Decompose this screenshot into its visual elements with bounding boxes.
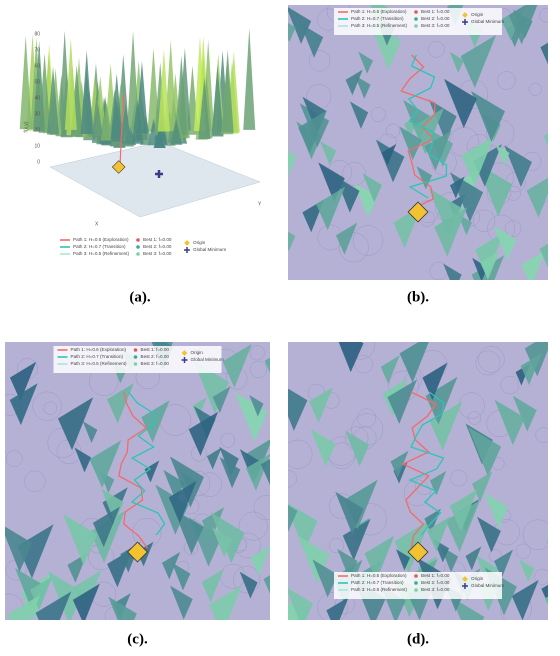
- legend-label: Global Minimum: [471, 19, 504, 24]
- legend-label: Best 3: f=0.00: [141, 361, 170, 366]
- surface-spike: [547, 530, 560, 559]
- legend-label: Path 2: H=0.7 (Transition): [351, 580, 404, 585]
- legend-label: Best 2: f=0.00: [143, 244, 172, 249]
- legend-label: Path 2: H=0.7 (Transition): [71, 354, 124, 359]
- legend-label: Best 2: f=0.00: [421, 16, 450, 21]
- legend-dot: [414, 24, 418, 28]
- legend-dot: [136, 238, 140, 242]
- legend-dot: [134, 348, 138, 352]
- legend-label: Best 1: f=0.00: [421, 9, 450, 14]
- legend-label: Best 2: f=0.00: [421, 580, 450, 585]
- panel: Path 1: H=0.6 (Exploration) Path 2: H=0.7…: [274, 324, 560, 646]
- figure: 80706050403020100XYf(x,y)Path 1: H=0.6 (…: [0, 0, 560, 656]
- legend-label: Best 3: f=0.00: [421, 587, 450, 592]
- legend-label: Global Minimum: [193, 247, 226, 252]
- z-tick-label: 70: [34, 47, 40, 53]
- legend-label: Best 1: f=0.00: [421, 573, 450, 578]
- legend-dot: [136, 252, 140, 256]
- legend-label: Path 2: H=0.7 (Transition): [351, 16, 404, 21]
- caption: (a).: [129, 289, 150, 305]
- legend-label: Path 3: H=0.5 (Refinement): [351, 587, 408, 592]
- legend-dot: [134, 362, 138, 366]
- legend-label: Origin: [191, 350, 204, 355]
- legend-label: Global Minimum: [191, 357, 224, 362]
- legend-label: Path 1: H=0.6 (Exploration): [351, 573, 407, 578]
- z-tick-label: 60: [34, 63, 40, 69]
- caption: (b).: [407, 289, 429, 305]
- legend-label: Origin: [193, 240, 206, 245]
- legend-label: Path 3: H=0.5 (Refinement): [71, 361, 128, 366]
- legend-label: Path 1: H=0.6 (Exploration): [73, 237, 129, 242]
- legend-label: Path 1: H=0.6 (Exploration): [71, 347, 127, 352]
- legend-label: Origin: [471, 576, 484, 581]
- z-tick-label: 30: [34, 111, 40, 117]
- z-tick-label: 0: [37, 159, 40, 165]
- z-tick-label: 40: [34, 95, 40, 101]
- legend-label: Best 3: f=0.00: [143, 251, 172, 256]
- z-axis-label: f(x,y): [23, 121, 29, 132]
- z-tick-label: 10: [34, 143, 40, 149]
- panel: Path 1: H=0.6 (Exploration) Path 2: H=0.7…: [0, 329, 297, 645]
- legend-label: Best 1: f=0.00: [141, 347, 170, 352]
- z-tick-label: 50: [34, 79, 40, 85]
- surface-spike: [0, 438, 6, 473]
- legend-label: Path 1: H=0.6 (Exploration): [351, 9, 407, 14]
- legend-dot: [136, 245, 140, 249]
- caption: (d).: [407, 631, 429, 647]
- panel: Path 1: H=0.6 (Exploration) Path 2: H=0.7…: [262, 0, 560, 304]
- legend-dot: [414, 574, 418, 578]
- legend-dot: [414, 10, 418, 14]
- legend-label: Global Minimum: [471, 583, 504, 588]
- z-tick-label: 20: [34, 127, 40, 133]
- legend-label: Best 1: f=0.00: [143, 237, 172, 242]
- legend-label: Path 3: H=0.5 (Refinement): [351, 23, 408, 28]
- legend-label: Best 2: f=0.00: [141, 354, 170, 359]
- legend-label: Origin: [471, 12, 484, 17]
- legend-label: Path 3: H=0.5 (Refinement): [73, 251, 130, 256]
- legend-label: Path 2: H=0.7 (Transition): [73, 244, 126, 249]
- legend-dot: [414, 17, 418, 21]
- legend-dot: [134, 355, 138, 359]
- legend-dot: [414, 588, 418, 592]
- legend-label: Best 3: f=0.00: [421, 23, 450, 28]
- z-tick-label: 80: [34, 31, 40, 37]
- legend-dot: [414, 581, 418, 585]
- caption: (c).: [127, 631, 148, 647]
